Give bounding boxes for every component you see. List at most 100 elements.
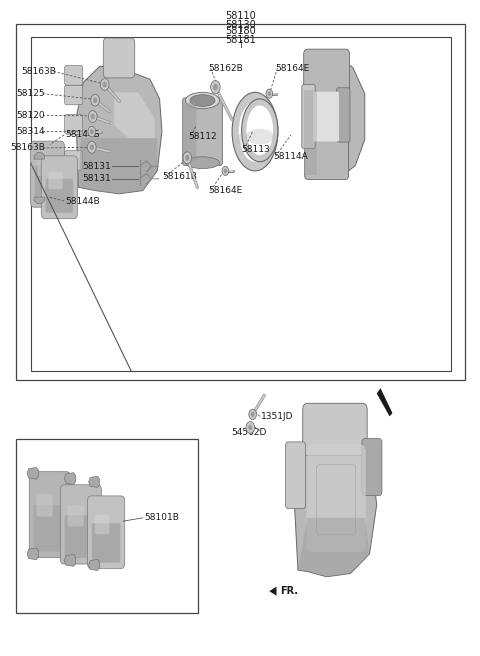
FancyBboxPatch shape [307, 445, 366, 552]
FancyBboxPatch shape [336, 88, 350, 142]
FancyBboxPatch shape [103, 38, 135, 78]
FancyBboxPatch shape [92, 523, 120, 563]
FancyBboxPatch shape [34, 505, 66, 552]
Ellipse shape [185, 92, 219, 109]
FancyBboxPatch shape [46, 178, 73, 213]
Text: 58130: 58130 [225, 20, 256, 30]
FancyBboxPatch shape [305, 139, 348, 179]
FancyBboxPatch shape [65, 151, 83, 171]
Ellipse shape [232, 92, 278, 171]
Circle shape [213, 84, 218, 91]
Polygon shape [27, 548, 38, 560]
Bar [31, 37, 451, 371]
Circle shape [91, 113, 95, 119]
FancyBboxPatch shape [317, 465, 356, 535]
Polygon shape [89, 476, 99, 487]
Text: 58131: 58131 [82, 174, 111, 183]
FancyBboxPatch shape [362, 439, 382, 495]
Polygon shape [27, 468, 38, 480]
Bar [16, 24, 465, 380]
Polygon shape [294, 440, 377, 577]
Circle shape [224, 169, 227, 173]
FancyBboxPatch shape [41, 156, 77, 218]
Polygon shape [269, 586, 276, 596]
Text: 58113: 58113 [241, 145, 270, 154]
Text: 58144B: 58144B [66, 131, 100, 139]
Circle shape [93, 97, 97, 103]
FancyBboxPatch shape [36, 494, 53, 516]
FancyBboxPatch shape [184, 102, 196, 161]
FancyBboxPatch shape [48, 173, 63, 189]
Text: 58164E: 58164E [275, 64, 309, 73]
Text: 1351JD: 1351JD [261, 412, 293, 421]
Circle shape [211, 81, 220, 94]
Text: 54562D: 54562D [231, 428, 266, 438]
Circle shape [103, 81, 107, 87]
Circle shape [222, 167, 229, 175]
Text: 58163B: 58163B [10, 144, 45, 152]
Polygon shape [64, 473, 76, 484]
Text: 58181: 58181 [225, 35, 256, 45]
FancyBboxPatch shape [37, 158, 51, 176]
Circle shape [266, 89, 273, 98]
Text: 58112: 58112 [188, 132, 217, 140]
Circle shape [90, 129, 94, 134]
Circle shape [248, 425, 252, 430]
FancyBboxPatch shape [87, 496, 125, 569]
Polygon shape [298, 518, 370, 577]
Polygon shape [64, 554, 76, 566]
Circle shape [100, 79, 109, 91]
Text: 58164E: 58164E [208, 186, 242, 195]
Text: 58114A: 58114A [273, 152, 308, 161]
Circle shape [88, 127, 96, 137]
FancyBboxPatch shape [29, 472, 71, 558]
Text: 58110: 58110 [225, 10, 256, 20]
Polygon shape [78, 138, 157, 194]
Ellipse shape [239, 102, 271, 162]
Circle shape [268, 91, 271, 96]
FancyBboxPatch shape [31, 141, 64, 207]
Circle shape [183, 152, 192, 164]
FancyBboxPatch shape [35, 165, 60, 201]
Circle shape [91, 94, 99, 106]
FancyBboxPatch shape [183, 98, 222, 165]
FancyBboxPatch shape [95, 515, 109, 534]
Circle shape [87, 142, 96, 154]
FancyBboxPatch shape [60, 485, 101, 564]
FancyBboxPatch shape [286, 442, 306, 508]
Circle shape [246, 422, 254, 434]
Ellipse shape [241, 99, 278, 162]
Text: 58162B: 58162B [208, 64, 243, 73]
Polygon shape [304, 91, 317, 175]
Polygon shape [76, 66, 162, 194]
Polygon shape [377, 388, 393, 417]
Circle shape [249, 409, 256, 420]
Bar [16, 440, 198, 613]
Ellipse shape [190, 94, 215, 106]
Text: 58161B: 58161B [162, 173, 197, 181]
Ellipse shape [185, 157, 219, 169]
Circle shape [251, 412, 254, 417]
FancyBboxPatch shape [304, 49, 349, 96]
Text: 58120: 58120 [16, 111, 45, 120]
Circle shape [88, 111, 97, 123]
Text: 58314: 58314 [16, 127, 45, 136]
Circle shape [90, 144, 94, 150]
Polygon shape [34, 153, 45, 159]
Circle shape [185, 155, 190, 161]
Text: 58101B: 58101B [144, 514, 179, 522]
FancyBboxPatch shape [302, 85, 315, 149]
FancyBboxPatch shape [68, 505, 84, 526]
Polygon shape [34, 197, 45, 203]
FancyBboxPatch shape [65, 115, 83, 134]
Ellipse shape [245, 129, 274, 144]
Text: 58125: 58125 [16, 89, 45, 98]
FancyBboxPatch shape [65, 515, 97, 558]
Polygon shape [114, 92, 155, 138]
FancyBboxPatch shape [65, 66, 83, 85]
FancyBboxPatch shape [65, 85, 83, 105]
Ellipse shape [246, 106, 273, 155]
FancyBboxPatch shape [303, 403, 367, 456]
Polygon shape [303, 54, 365, 178]
Polygon shape [89, 560, 99, 571]
